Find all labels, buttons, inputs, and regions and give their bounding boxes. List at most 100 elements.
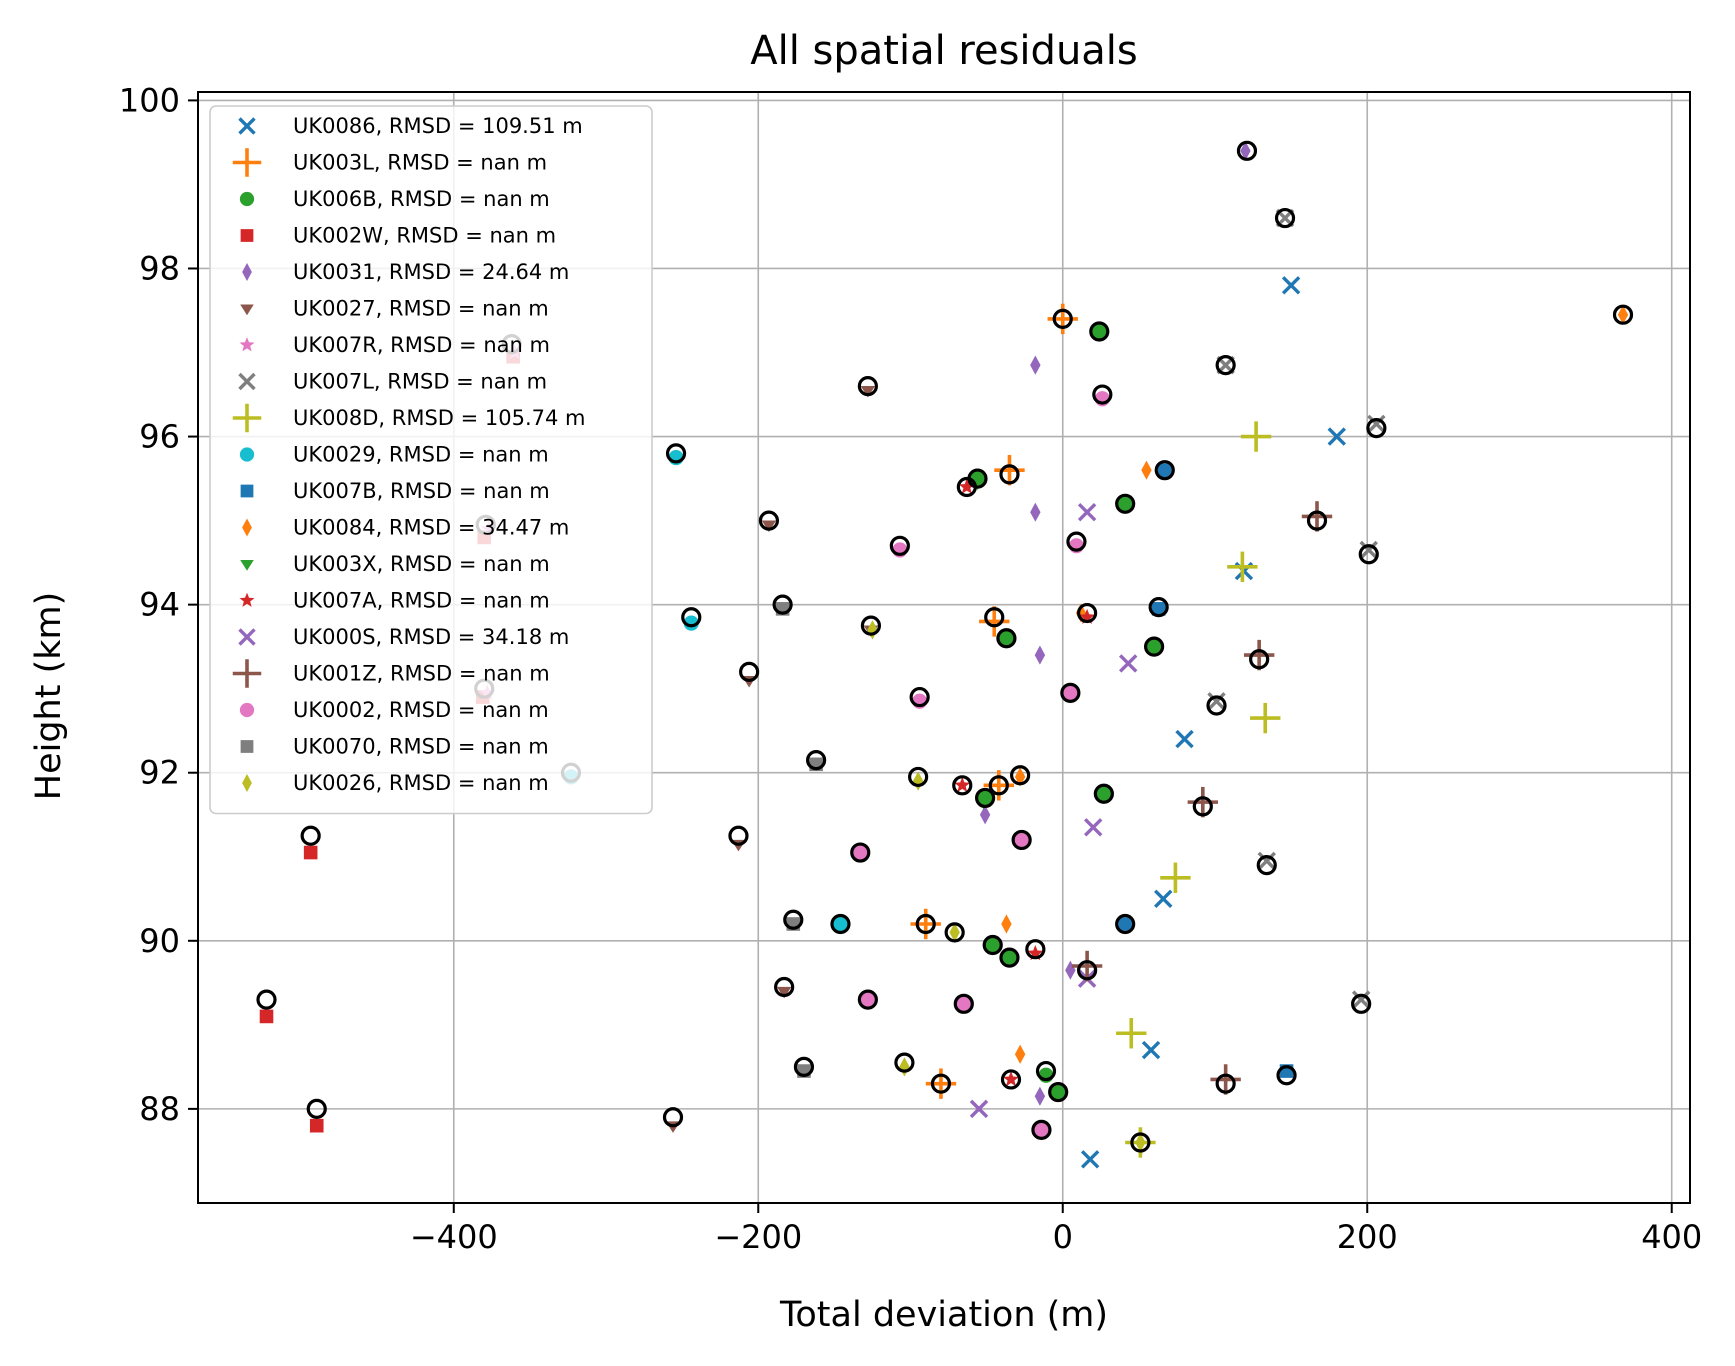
data-point — [860, 992, 876, 1008]
data-point — [1117, 496, 1133, 512]
legend-entry: UK0031, RMSD = 24.64 m — [242, 260, 569, 284]
data-point — [1116, 1018, 1147, 1049]
x-tick-label: 400 — [1641, 1218, 1702, 1256]
open-circle-point — [256, 989, 277, 1010]
y-tick-label: 100 — [119, 81, 180, 119]
legend-marker — [239, 191, 255, 207]
open-circle-point — [1000, 1069, 1022, 1090]
data-point — [1210, 1064, 1241, 1095]
legend-label: UK0070, RMSD = nan m — [293, 735, 549, 759]
legend-label: UK001Z, RMSD = nan m — [293, 662, 550, 686]
data-point — [1351, 990, 1371, 1009]
legend-marker — [238, 117, 256, 135]
open-circle-point — [944, 922, 965, 943]
legend-marker — [232, 403, 262, 433]
chart-title: All spatial residuals — [750, 28, 1138, 74]
open-circle-point — [894, 1052, 915, 1073]
data-point — [983, 770, 1015, 801]
open-circle-point — [999, 947, 1020, 968]
open-circle-point — [1154, 460, 1175, 481]
open-circle-point — [930, 1073, 952, 1094]
open-circle-point — [1215, 1073, 1236, 1094]
open-circle-point — [1077, 960, 1098, 981]
data-point — [1034, 645, 1046, 665]
legend: UK0086, RMSD = 109.51 m UK003L, RMSD = na… — [209, 105, 653, 815]
legend-label: UK007A, RMSD = nan m — [293, 589, 550, 613]
series-8 — [1116, 421, 1281, 1158]
open-circle-point — [996, 628, 1017, 649]
legend-entry: UK0026, RMSD = nan m — [242, 771, 549, 795]
open-circle-point — [1089, 321, 1110, 342]
data-point — [1175, 729, 1194, 749]
open-circle-point — [774, 976, 795, 998]
legend-entry: UK007L, RMSD = nan m — [238, 370, 547, 394]
legend-marker — [240, 740, 254, 753]
legend-entry: UK007B, RMSD = nan m — [240, 479, 550, 503]
open-circle-point — [1148, 597, 1169, 618]
legend-entry: UK003X, RMSD = nan m — [240, 552, 550, 576]
open-circle-point — [982, 934, 1003, 956]
open-circle-point — [1092, 384, 1113, 405]
open-circle-point — [1060, 682, 1081, 703]
legend-entry: UK0086, RMSD = 109.51 m — [238, 114, 583, 138]
legend-marker — [240, 559, 254, 571]
y-tick-label: 98 — [139, 249, 180, 287]
data-point — [1065, 960, 1076, 980]
open-circle-point — [1192, 796, 1213, 817]
open-circle-point — [1276, 1065, 1297, 1086]
data-point — [1003, 1071, 1019, 1087]
open-circle-point — [1206, 695, 1227, 716]
x-tick-label: 200 — [1337, 1218, 1398, 1256]
open-circle-point — [1011, 829, 1032, 851]
data-point — [1047, 303, 1078, 335]
legend-entry: UK006B, RMSD = nan m — [239, 187, 550, 211]
data-point — [1091, 323, 1107, 340]
data-point — [1077, 502, 1097, 522]
data-point — [910, 908, 941, 940]
legend-label: UK0084, RMSD = 34.47 m — [293, 516, 569, 540]
open-circle-point — [1048, 1081, 1069, 1103]
legend-label: UK0086, RMSD = 109.51 m — [293, 114, 583, 138]
legend-entry: UK000S, RMSD = 34.18 m — [238, 625, 569, 649]
legend-marker — [238, 628, 256, 646]
data-point — [1030, 355, 1041, 375]
data-point — [1257, 851, 1276, 871]
data-point — [1243, 639, 1275, 671]
open-circle-point — [1115, 493, 1136, 514]
open-circle-point — [665, 443, 687, 464]
data-point — [1617, 305, 1629, 325]
open-circle-point — [1031, 1119, 1052, 1140]
legend-label: UK0026, RMSD = nan m — [293, 771, 549, 795]
data-point — [1118, 917, 1132, 931]
open-circle-point — [1236, 140, 1258, 161]
series-15 — [1071, 501, 1333, 1095]
data-point — [259, 1009, 274, 1024]
legend-entry: UK003L, RMSD = nan m — [232, 148, 547, 177]
legend-label: UK000S, RMSD = 34.18 m — [293, 625, 569, 649]
legend-box — [209, 105, 653, 815]
open-circle-point — [860, 615, 882, 636]
open-circle-point — [783, 909, 804, 930]
open-circle-point — [1256, 855, 1277, 876]
data-point — [925, 1068, 957, 1099]
legend-marker — [242, 518, 252, 537]
data-point — [1001, 914, 1012, 934]
series-4 — [979, 141, 1251, 1106]
open-circle-point — [306, 1098, 327, 1119]
open-circle-point — [300, 825, 321, 846]
data-point — [761, 520, 777, 533]
series-13 — [954, 478, 1096, 1087]
x-tick-label: −200 — [714, 1218, 802, 1256]
data-point — [683, 615, 699, 631]
data-point — [1062, 685, 1078, 701]
x-tick-label: −400 — [410, 1218, 498, 1256]
data-point — [309, 1118, 324, 1133]
open-circle-point — [806, 750, 827, 771]
open-circle-point — [1366, 418, 1387, 439]
data-point — [1301, 501, 1333, 532]
open-circle-point — [1115, 913, 1136, 935]
legend-entry: UK0002, RMSD = nan m — [239, 698, 549, 722]
open-circle-point — [908, 766, 929, 788]
open-circle-point — [1358, 544, 1379, 565]
data-point — [1141, 1040, 1161, 1060]
